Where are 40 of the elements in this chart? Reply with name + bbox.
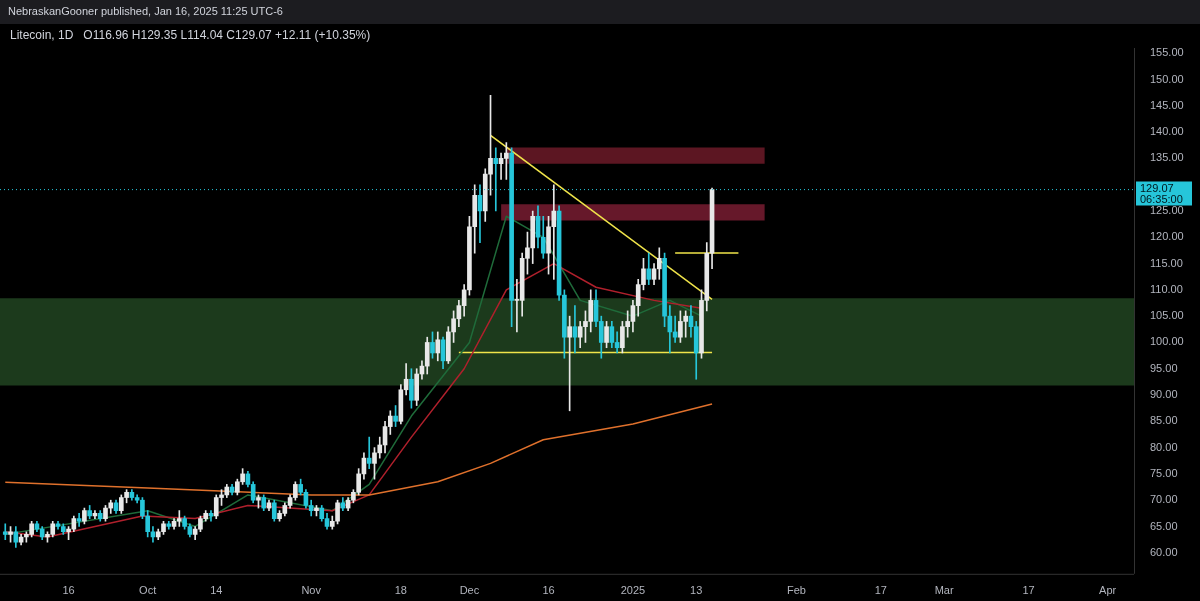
y-tick-label: 135.00 — [1150, 151, 1184, 164]
y-tick-label: 75.00 — [1150, 466, 1178, 479]
y-tick-label: 120.00 — [1150, 230, 1184, 243]
x-tick-label: 17 — [874, 584, 887, 597]
y-tick-label: 80.00 — [1150, 440, 1178, 453]
y-tick-label: 65.00 — [1150, 519, 1178, 532]
y-tick-label: 105.00 — [1150, 309, 1184, 322]
text: NebraskanGooner published, Jan 16, 2025 11:25 UTC-6 — [8, 5, 283, 18]
y-tick-label: 145.00 — [1150, 98, 1184, 111]
x-tick-label: 13 — [690, 584, 703, 597]
x-tick-label: 18 — [394, 584, 407, 597]
y-tick-label: 150.00 — [1150, 72, 1184, 85]
x-tick-label: Dec — [459, 584, 480, 597]
candlestick — [572, 305, 578, 354]
y-tick-label: 70.00 — [1150, 493, 1178, 506]
x-tick-label: 16 — [62, 584, 75, 597]
x-tick-label: Apr — [1099, 584, 1117, 597]
x-tick-label: Oct — [139, 584, 157, 597]
y-tick-label: 115.00 — [1150, 256, 1183, 269]
x-tick-label: Mar — [934, 584, 954, 597]
y-tick-label: 110.00 — [1150, 282, 1183, 295]
candlestick — [366, 436, 372, 469]
y-tick-label: 125.00 — [1150, 204, 1184, 217]
x-tick-label: 17 — [1022, 584, 1035, 597]
y-tick-label: 85.00 — [1150, 414, 1178, 427]
ref-line-label: 129.07 — [1140, 181, 1174, 194]
chart-subtitle: O116.96 H129.35 L114.04 C129.07 +12.11 (+10.35%) — [83, 28, 371, 43]
y-tick-label: 90.00 — [1150, 388, 1178, 401]
x-tick-label: Feb — [786, 584, 806, 597]
chart-title: Litecoin, 1D — [10, 28, 74, 43]
x-tick-label: 14 — [210, 584, 223, 597]
y-tick-label: 100.00 — [1150, 335, 1184, 348]
x-tick-label: Nov — [301, 584, 322, 597]
y-tick-label: 60.00 — [1150, 545, 1178, 558]
text: 06:35:00 — [1140, 192, 1183, 205]
y-tick-label: 155.00 — [1150, 46, 1184, 59]
y-tick-label: 95.00 — [1150, 361, 1178, 374]
x-tick-label: 2025 — [620, 584, 646, 597]
y-tick-label: 140.00 — [1150, 125, 1184, 138]
x-tick-label: 16 — [542, 584, 555, 597]
